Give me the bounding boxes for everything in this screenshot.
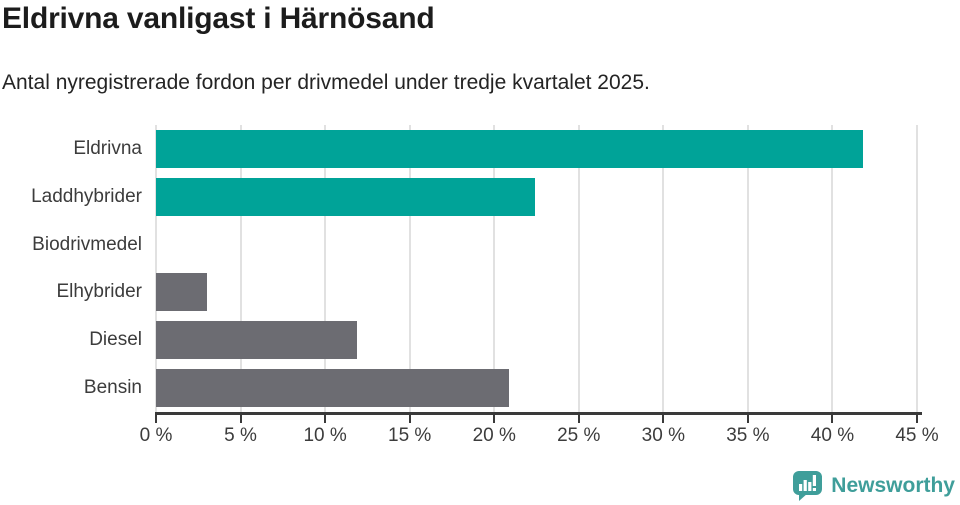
x-axis-tick [831,415,834,423]
gridline [577,125,580,412]
x-axis-tick [662,415,665,423]
bar-bensin [156,369,510,408]
gridline [831,125,834,412]
x-axis-tick-label: 20 % [472,425,516,446]
gridline [662,125,665,412]
x-axis-tick-label: 40 % [810,425,855,446]
chart-subtitle: Antal nyregistrerade fordon per drivmede… [2,71,650,94]
category-label: Bensin [83,377,142,399]
x-axis-tick-label: 10 % [303,425,347,446]
category-label: Elhybrider [56,281,142,303]
gridline [493,125,496,412]
x-axis-tick-label: 0 % [139,425,173,446]
category-label: Biodrivmedel [32,233,142,255]
category-label: Diesel [89,329,142,351]
x-axis-tick-label: 30 % [641,425,685,446]
category-label: Laddhybrider [31,185,142,207]
brand-name: Newsworthy [831,474,955,497]
x-axis-tick-label: 5 % [224,425,257,446]
x-axis-tick-label: 25 % [557,425,601,446]
category-label: Eldrivna [73,137,142,159]
x-axis-tick [916,415,918,423]
x-axis-line [155,412,922,415]
x-axis-tick-label: 35 % [726,425,770,446]
x-axis-tick-label: 15 % [388,425,432,446]
bar-diesel [156,321,358,360]
bar-eldrivna [156,129,863,168]
bar-chart-speech-bubble-icon [791,470,824,502]
gridline [155,125,157,412]
x-axis-tick [324,415,327,423]
x-axis-tick [239,415,242,423]
x-axis-tick [493,415,496,423]
bar-elhybrider [156,273,207,312]
chart-title: Eldrivna vanligast i Härnösand [2,2,435,35]
gridline [916,125,918,412]
x-axis-tick [408,415,411,423]
newsworthy-logo[interactable]: Newsworthy [791,470,955,502]
bar-laddhybrider [156,177,535,216]
x-axis-tick [577,415,580,423]
gridline [239,125,242,412]
x-axis-tick-label: 45 % [895,425,939,446]
x-axis-tick [746,415,749,423]
gridline [408,125,411,412]
gridline [746,125,749,412]
x-axis-tick [155,415,157,423]
gridline [324,125,327,412]
